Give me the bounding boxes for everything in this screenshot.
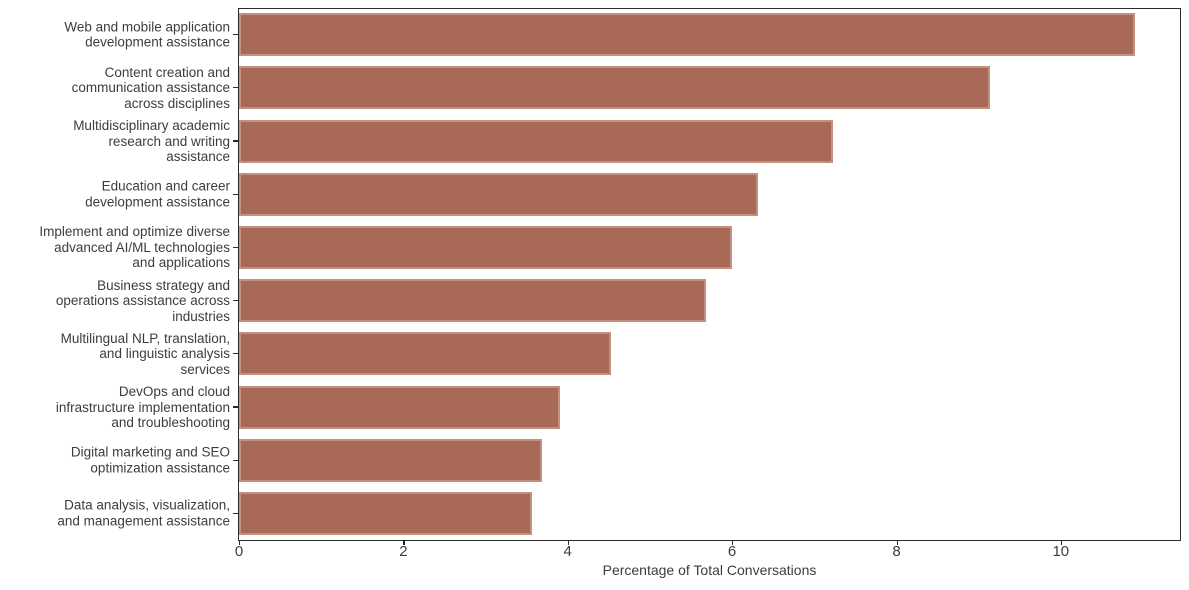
- bar: [239, 13, 1135, 57]
- bar: [239, 438, 543, 482]
- y-tick-mark: [233, 459, 238, 461]
- x-tick-label: 2: [399, 543, 408, 560]
- y-tick-mark: [233, 246, 238, 249]
- bar: [239, 119, 834, 163]
- y-tick-mark: [233, 299, 238, 302]
- x-tick-label: 4: [563, 543, 572, 560]
- bar: [239, 491, 533, 535]
- x-tick-mark: [896, 540, 898, 545]
- y-tick-mark: [233, 512, 238, 515]
- right-spine: [1180, 8, 1182, 542]
- bar: [239, 225, 733, 269]
- y-tick-mark: [233, 140, 238, 142]
- y-tick-label: Digital marketing and SEO optimization a…: [70, 444, 230, 476]
- x-tick-label: 6: [727, 543, 737, 560]
- bar: [239, 279, 706, 323]
- top-spine: [238, 8, 1181, 10]
- y-tick-label: Data analysis, visualization, and manage…: [57, 497, 230, 529]
- y-tick-mark: [233, 193, 238, 195]
- x-tick-mark: [1060, 540, 1063, 545]
- x-tick-label: 10: [1052, 543, 1070, 560]
- y-tick-mark: [233, 353, 238, 355]
- y-tick-mark: [233, 406, 238, 408]
- y-tick-label: Content creation and communication assis…: [71, 64, 230, 111]
- x-tick-mark: [567, 540, 570, 545]
- y-tick-mark: [233, 33, 238, 36]
- bar: [239, 332, 611, 376]
- x-axis-title: Percentage of Total Conversations: [602, 562, 817, 578]
- bar: [239, 385, 561, 429]
- x-tick-label: 8: [892, 543, 901, 560]
- x-tick-mark: [732, 540, 734, 545]
- y-tick-label: Web and mobile application development a…: [64, 19, 230, 50]
- y-tick-mark: [233, 87, 238, 89]
- y-tick-label: Multilingual NLP, translation, and lingu…: [60, 330, 230, 377]
- y-tick-label: DevOps and cloud infrastructure implemen…: [55, 383, 230, 430]
- y-axis-line: [238, 8, 240, 542]
- y-tick-label: Implement and optimize diverse advanced …: [39, 224, 230, 271]
- x-tick-mark: [239, 540, 241, 545]
- bar: [239, 66, 991, 110]
- x-tick-mark: [403, 540, 405, 545]
- y-tick-label: Multidisciplinary academic research and …: [73, 117, 230, 164]
- y-tick-label: Education and career development assista…: [85, 178, 230, 210]
- x-tick-label: 0: [234, 543, 244, 560]
- x-axis-line: [238, 540, 1181, 542]
- y-tick-label: Business strategy and operations assista…: [55, 277, 230, 324]
- bar: [239, 172, 758, 216]
